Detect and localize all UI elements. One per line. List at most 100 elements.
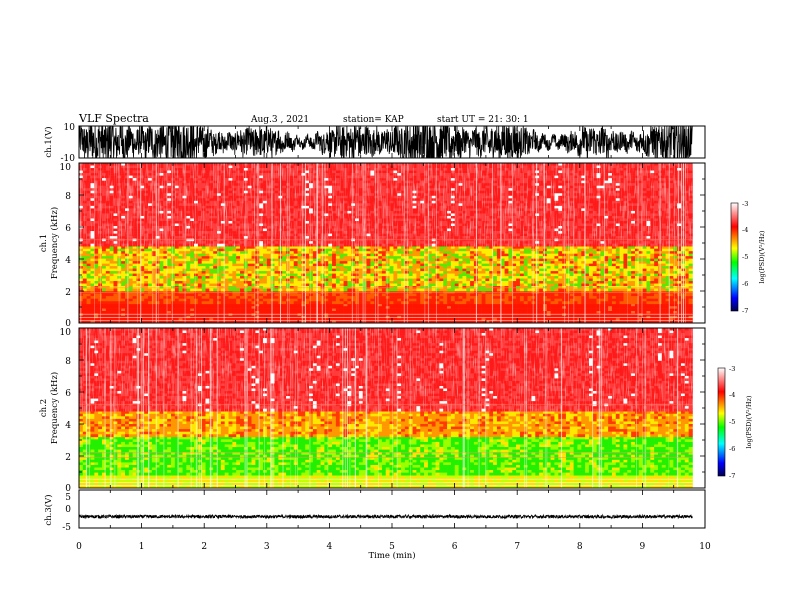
ch1-spec-cell [638,246,643,249]
ch1-spec-cell [247,261,252,264]
ch1-spec-cell [608,273,613,277]
ch1-spec-cell [412,263,417,267]
ch1-spec-cell [351,246,356,249]
ch1-spec-cell [113,278,118,282]
ch1-spec-cell [82,283,87,287]
ch1-spec-cell [535,266,540,269]
ch1-spec-cell [424,258,429,262]
ch1-spec-cell [542,293,548,297]
ch1-spec-cell [516,248,521,252]
ch1-spec-cell [102,306,107,309]
ch1-spec-cell [466,256,471,259]
ch1-spec-cell [186,278,191,282]
ch1-spec-cell [167,253,172,257]
ch1-spec-cell [117,293,122,297]
ch1-spec-cell [309,320,314,324]
ch1-spec-cell [378,318,383,321]
ch1-spec-cell [466,303,471,307]
ch1-spec-cell [565,283,571,287]
ch1-spec-cell [312,261,318,264]
ch1-spec-cell [209,268,214,272]
ch1-spec-cell [397,276,402,279]
ch1-spec-cell [286,248,291,252]
ch1-spec-cell [581,320,586,324]
ch1-spec-cell [485,286,490,289]
ch1-spec-cell [255,306,260,309]
ch1-spec-cell [293,253,298,257]
ch1-spec-cell [638,311,643,314]
ch1-spec-cell [335,311,341,314]
ch1-spec-cell [535,286,540,289]
ch1-spec-cell [79,261,84,264]
ch1-spec-cell [623,288,628,292]
ch1-spec-cell [638,301,643,305]
ch1-spec-cell [546,318,551,321]
ch1-spec-cell [105,248,110,252]
ch1-spec-cell [186,266,191,269]
ch1-spec-cell [105,246,110,249]
ch1-spec-cell [500,271,505,274]
ch1-spec-cell [508,283,513,287]
ch1-spec-cell [309,256,314,259]
ch1-spec-cell [259,318,264,321]
ch1-spec-cell [335,301,341,305]
ch1-spec-cell [182,296,187,299]
ch1-spec-cell [615,320,620,324]
ch1-spec-cell [615,271,620,274]
ch1-spec-cell [266,286,272,289]
ch1-spec-cell [236,283,241,287]
ch1-spec-cell [565,273,571,277]
ch1-spec-cell [581,263,586,267]
ch1-spec-cell [289,258,295,262]
ch1-spec-cell [113,276,118,279]
ch1-spec-cell [151,311,156,314]
ch1-spec-cell [255,278,260,282]
ch1-spec-cell [343,251,348,254]
ch1-spec-cell [385,320,390,324]
ch1-spec-cell [316,268,321,272]
ch1-spec-cell [297,311,302,314]
ch1-spec-cell [558,251,563,254]
ch1-spec-cell [654,298,659,302]
ch1-spec-cell [243,256,248,259]
ch1-spec-cell [493,273,498,277]
ch1-spec-cell [435,266,440,269]
ch1-spec-cell [654,303,659,307]
ch1-spec-cell [439,253,444,257]
ch1-spec-cell [634,281,640,284]
ch1-spec-cell [454,268,459,272]
ch1-spec-cell [343,311,348,314]
ch1-spec-cell [646,278,651,282]
ch1-spec-cell [128,268,133,272]
ch1-spec-cell [362,246,367,249]
ch1-spec-cell [519,253,525,257]
ch1-spec-cell [251,256,256,259]
ch1-spec-cell [190,306,195,309]
ch1-spec-cell [251,246,256,249]
ch1-spec-cell [370,318,375,321]
ch1-spec-cell [243,276,248,279]
ch1-spec-cell [113,248,118,252]
ch1-spec-cell [523,253,528,257]
ch1-spec-cell [677,246,682,249]
ch1-spec-cell [623,301,628,305]
ch1-spec-cell [259,288,264,292]
ch1-spec-cell [600,248,605,252]
ch1-spec-cell [673,256,678,259]
ch1-spec-cell [266,318,272,321]
ch1-spec-cell [140,263,145,267]
ch1-spec-cell [132,298,137,302]
ch1-spec-cell [251,253,256,257]
ch1-spec-cell [312,298,318,302]
ch1-spec-cell [385,273,390,277]
ch1-spec-cell [454,271,459,274]
ch1-spec-cell [585,298,590,302]
ch1-spec-cell [531,251,536,254]
ch1-spec-cell [585,286,590,289]
ch1-spec-cell [232,256,237,259]
ch1-spec-cell [328,296,333,299]
ch1-spec-cell [328,271,333,274]
ch1-spec-cell [236,251,241,254]
ch1-spec-cell [611,266,617,269]
ch1-spec-cell [393,253,398,257]
